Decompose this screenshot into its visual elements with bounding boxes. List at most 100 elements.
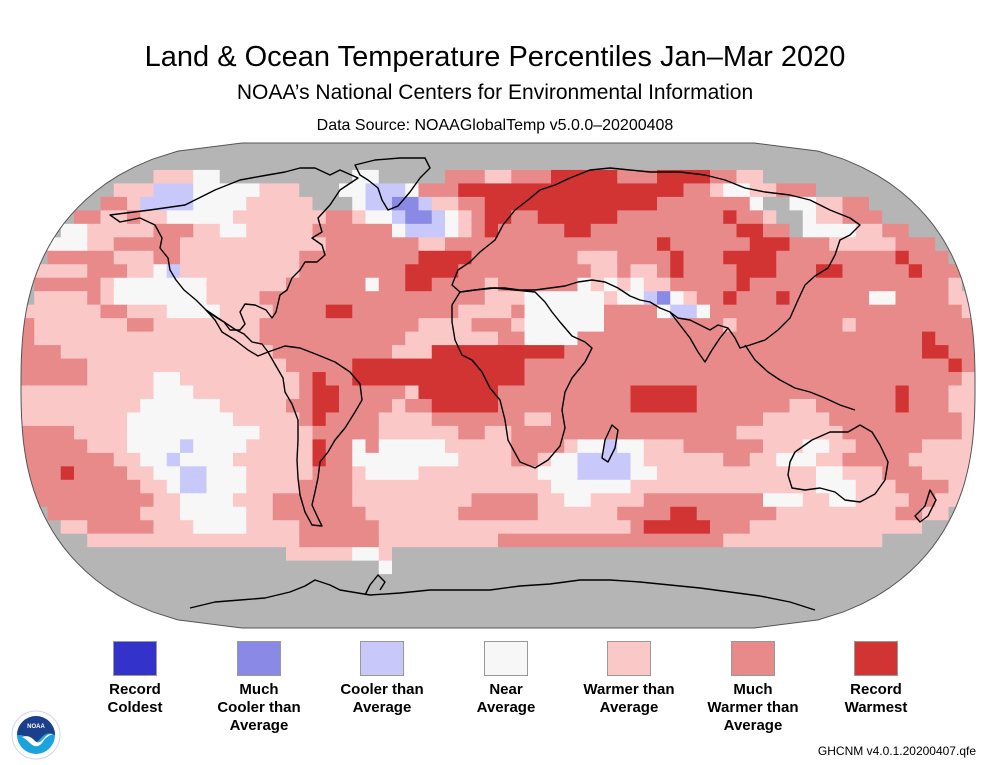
grid-cell — [21, 169, 154, 184]
grid-cell — [21, 264, 35, 279]
grid-cell — [219, 169, 353, 184]
legend-label: Near Average — [476, 681, 536, 716]
grid-cell — [537, 452, 552, 467]
grid-cell — [21, 345, 62, 360]
grid-cell — [233, 493, 274, 508]
grid-cell — [683, 291, 698, 306]
grid-cell — [100, 277, 115, 292]
grid-cell — [484, 277, 499, 292]
grid-cell — [272, 506, 366, 521]
grid-cell — [34, 318, 128, 333]
grid-cell — [895, 506, 923, 521]
grid-cell — [233, 210, 327, 225]
grid-cell — [643, 439, 684, 454]
grid-cell — [670, 250, 684, 265]
grid-cell — [922, 264, 963, 279]
grid-cell — [630, 479, 817, 494]
grid-cell — [577, 466, 631, 481]
grid-cell — [710, 169, 737, 184]
grid-cell — [21, 547, 287, 562]
grid-cell — [21, 372, 88, 386]
legend-label: Much Cooler than Average — [217, 681, 301, 734]
grid-cell — [180, 493, 234, 508]
grid-cell — [749, 196, 764, 211]
grid-cell — [21, 385, 154, 400]
grid-cell — [590, 223, 737, 238]
grid-cell — [60, 520, 88, 535]
grid-cell — [87, 358, 287, 373]
grid-cell — [935, 331, 975, 346]
grid-cell — [643, 277, 671, 292]
grid-cell — [961, 358, 975, 373]
grid-cell — [74, 210, 101, 225]
grid-cell — [683, 439, 764, 454]
grid-cell — [882, 466, 923, 481]
legend-record-coldest: Record Coldest — [65, 641, 205, 717]
legend-warmer: Warmer than Average — [559, 641, 699, 717]
grid-cell — [392, 398, 406, 413]
grid-cell — [299, 533, 380, 548]
grid-cell — [537, 210, 618, 225]
greenland-outline — [354, 157, 431, 211]
grid-cell — [113, 250, 154, 265]
grid-cell — [392, 196, 419, 211]
grid-cell — [683, 183, 711, 198]
grid-cell — [471, 318, 512, 333]
grid-cell — [193, 183, 260, 198]
grid-cell — [312, 196, 353, 211]
grid-cell — [378, 547, 393, 562]
grid-cell — [127, 439, 181, 454]
grid-cell — [736, 425, 843, 440]
grid-cell — [352, 372, 525, 386]
grid-cell — [259, 183, 300, 198]
grid-cell — [180, 452, 234, 467]
grid-cell — [445, 439, 512, 454]
grid-cell — [127, 264, 154, 279]
grid-cell — [763, 169, 975, 184]
grid-cell — [630, 520, 645, 535]
grid-cell — [564, 345, 923, 360]
grid-cell — [445, 223, 459, 238]
grid-cell — [180, 479, 207, 494]
grid-cell — [21, 533, 88, 548]
grid-cell — [484, 169, 512, 184]
grid-cell — [498, 533, 724, 548]
grid-cell — [87, 372, 154, 386]
grid-cell — [246, 439, 313, 454]
grid-cell — [842, 452, 910, 467]
grid-cell — [590, 264, 618, 279]
grid-cell — [339, 183, 366, 198]
grid-cell — [21, 601, 975, 616]
map-subtitle: NOAA’s National Centers for Environmenta… — [236, 81, 754, 104]
grid-cell — [21, 250, 48, 265]
grid-cell — [895, 479, 949, 494]
grid-cell — [312, 466, 353, 481]
grid-cell — [405, 331, 499, 346]
grid-cell — [537, 466, 578, 481]
grid-cell — [47, 237, 88, 252]
grid-cell — [484, 196, 658, 211]
grid-cell — [21, 412, 128, 427]
grid-cell — [524, 358, 949, 373]
legend-record-warmest: Record Warmest — [806, 641, 946, 717]
grid-cell — [524, 372, 963, 386]
grid-cell — [670, 304, 698, 319]
grid-cell — [816, 452, 843, 467]
grid-cell — [21, 331, 35, 346]
grid-cell — [908, 264, 923, 279]
grid-cell — [604, 291, 618, 306]
grid-cell — [710, 183, 724, 198]
grid-cell — [299, 479, 353, 494]
grid-cell — [842, 264, 910, 279]
grid-cell — [431, 398, 499, 413]
grid-cell — [312, 398, 340, 413]
grid-cell — [511, 304, 525, 319]
grid-cells — [21, 143, 975, 628]
grid-cell — [60, 223, 88, 238]
grid-cell — [498, 277, 578, 292]
grid-cell — [180, 466, 207, 481]
grid-cell — [180, 237, 327, 252]
grid-cell — [365, 210, 393, 225]
grid-cell — [418, 466, 539, 481]
grid-cell — [219, 304, 274, 319]
